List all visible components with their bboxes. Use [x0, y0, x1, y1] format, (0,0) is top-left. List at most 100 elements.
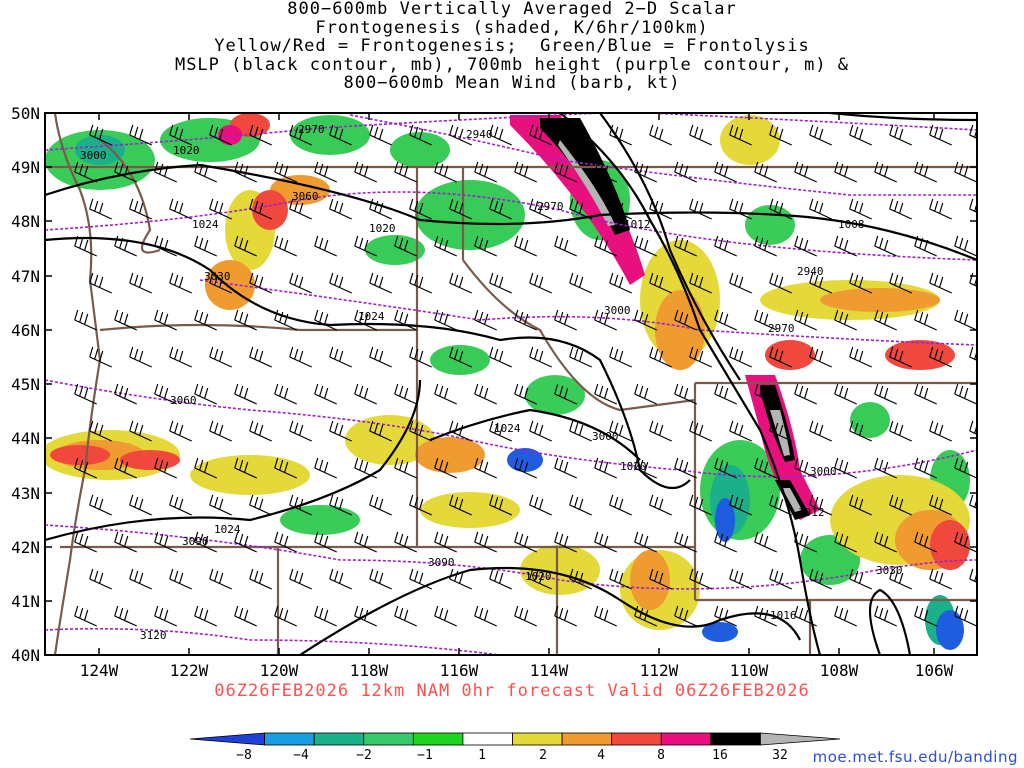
wind-barb: [729, 124, 752, 146]
height-label: 3000: [810, 465, 837, 478]
wind-barb: [409, 272, 432, 294]
wind-barb: [729, 346, 752, 368]
wind-barb: [794, 161, 817, 183]
wind-barb: [834, 457, 857, 479]
height-label: 2970: [537, 200, 564, 213]
wind-barb: [474, 383, 497, 405]
lat-axis: 50N 49N 48N 47N 46N 45N 44N 43N 42N 41N …: [11, 104, 40, 665]
wind-barb: [689, 494, 712, 516]
wind-barb: [689, 420, 712, 442]
colorbar-swatch: [363, 732, 414, 746]
wind-barb: [209, 420, 232, 442]
wind-barb: [954, 309, 977, 331]
wind-barb: [569, 272, 592, 294]
forecast-valid-time: 06Z26FEB2026 12km NAM 0hr forecast Valid…: [214, 681, 810, 701]
mslp-label: 1012: [624, 218, 651, 231]
wind-barb: [289, 272, 312, 294]
wind-barb: [794, 309, 817, 331]
wind-barb: [314, 531, 337, 553]
wind-barb: [889, 568, 912, 590]
wind-barb: [289, 494, 312, 516]
wind-barb: [394, 235, 417, 257]
wind-barb: [249, 420, 272, 442]
title-line-5: 800−600mb Mean Wind (barb, kt): [343, 73, 681, 93]
wind-barb: [249, 568, 272, 590]
wind-barb: [609, 568, 632, 590]
wind-barb: [554, 457, 577, 479]
wind-barb: [674, 531, 697, 553]
wind-barb: [954, 383, 977, 405]
wind-barb: [609, 494, 632, 516]
wind-barb: [409, 494, 432, 516]
wind-barb: [769, 420, 792, 442]
wind-barb: [129, 272, 152, 294]
mslp-label: 1024: [494, 422, 521, 435]
colorbar-label: 16: [712, 748, 728, 763]
wind-barb: [169, 420, 192, 442]
wind-barb: [369, 124, 392, 146]
wind-barb: [714, 161, 737, 183]
wind-barb: [609, 272, 632, 294]
wind-barb: [954, 161, 977, 183]
lon-label: 114W: [530, 661, 569, 680]
wind-barb: [449, 198, 472, 220]
wind-barb: [114, 309, 137, 331]
wind-barb: [754, 161, 777, 183]
wind-barb: [434, 235, 457, 257]
height-label: 3030: [876, 564, 903, 577]
lon-label: 110W: [730, 661, 769, 680]
title-line-3: Yellow/Red = Frontogenesis; Green/Blue =…: [214, 36, 810, 56]
wind-barb: [489, 494, 512, 516]
contour-labels: 3000 2970 2940 3060 2970 3000 3030 1012 …: [80, 123, 903, 642]
wind-barb: [594, 309, 617, 331]
colorbar-labels: −8 −4 −2 −1 1 2 4 8 16 32: [236, 748, 788, 763]
colorbar-label: −4: [293, 748, 309, 763]
wind-barb: [569, 198, 592, 220]
wind-barb: [354, 605, 377, 627]
lat-label: 42N: [11, 538, 40, 557]
source-credit-link[interactable]: moe.met.fsu.edu/banding: [812, 748, 1018, 766]
wind-barb: [874, 383, 897, 405]
wind-barb: [274, 605, 297, 627]
wind-barb: [489, 420, 512, 442]
mslp-label: 1024: [192, 218, 219, 231]
wind-barb: [289, 198, 312, 220]
wind-barb: [489, 346, 512, 368]
lat-label: 49N: [11, 158, 40, 177]
wind-barb: [434, 531, 457, 553]
wind-barb: [114, 161, 137, 183]
wind-barb: [154, 235, 177, 257]
wind-barb: [969, 272, 977, 287]
wind-barb: [514, 309, 537, 331]
wind-barb: [434, 309, 457, 331]
wind-barb: [394, 457, 417, 479]
wind-barb: [569, 346, 592, 368]
wind-barb: [714, 531, 737, 553]
wind-barb: [209, 198, 232, 220]
wind-barb: [89, 568, 112, 590]
wind-barb: [769, 272, 792, 294]
wind-barb: [594, 161, 617, 183]
wind-barb: [834, 161, 857, 183]
wind-barb: [329, 198, 352, 220]
lon-label: 106W: [915, 661, 954, 680]
wind-barb: [474, 161, 497, 183]
colorbar-label: −1: [417, 748, 433, 763]
wind-barb: [889, 124, 912, 146]
wind-barb: [194, 383, 217, 405]
wind-barb: [969, 198, 977, 213]
wind-barb: [89, 494, 112, 516]
wind-barb: [649, 494, 672, 516]
wind-barb: [249, 198, 272, 220]
colorbar-label: 4: [597, 748, 605, 763]
colorbar-swatch: [611, 732, 662, 746]
wind-barb: [889, 198, 912, 220]
wind-barb: [369, 420, 392, 442]
wind-barb: [74, 161, 97, 183]
wind-barb: [914, 531, 937, 553]
mslp-label: 1016: [770, 609, 797, 622]
wind-barb: [794, 531, 817, 553]
wind-barb: [649, 568, 672, 590]
wind-barb: [514, 531, 537, 553]
wind-barb: [554, 531, 577, 553]
